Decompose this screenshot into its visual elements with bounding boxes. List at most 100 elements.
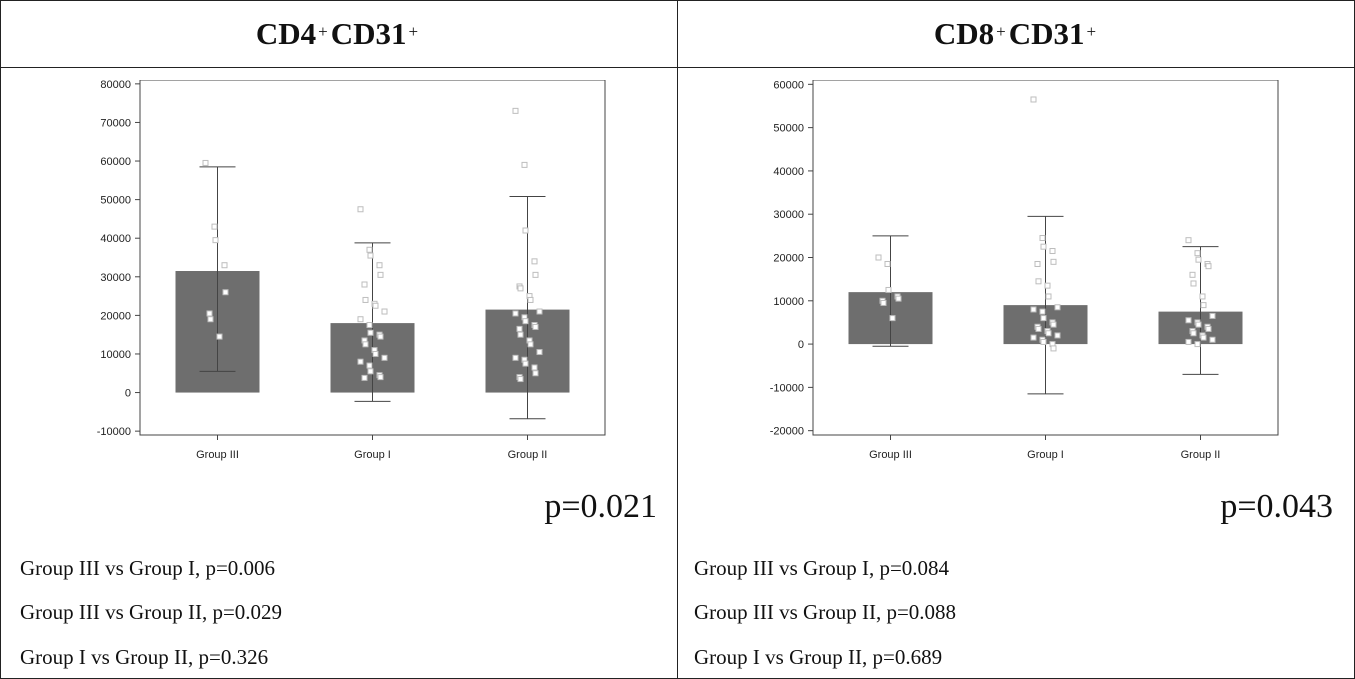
y-tick-label: 80000	[100, 80, 131, 91]
chart-cd8-cd31: 60000 50000 40000 30000 20000 10000 0 -10000 -20…	[770, 80, 1279, 461]
y-tick-label: 70000	[100, 117, 131, 129]
data-point	[516, 325, 523, 332]
x-tick-label: Group I	[354, 449, 391, 461]
data-point	[362, 341, 369, 348]
data-point	[372, 350, 379, 357]
y-tick-label: 10000	[773, 296, 804, 308]
y-tick-label: 40000	[100, 233, 131, 245]
data-point	[1054, 332, 1061, 339]
y-tick-label: 60000	[100, 156, 131, 168]
data-point	[875, 254, 882, 261]
data-point	[1040, 243, 1047, 250]
x-tick-label: Group I	[1027, 449, 1064, 461]
data-point	[1185, 338, 1192, 345]
data-point	[381, 354, 388, 361]
data-point	[212, 237, 219, 244]
overall-p-value: p=0.043	[1220, 488, 1333, 525]
data-point	[1050, 345, 1057, 352]
data-point	[1049, 248, 1056, 255]
chart-cd4-cd31: 80000 70000 60000 50000 40000 30000 20000 10000…	[97, 80, 606, 461]
y-tick-label: 10000	[100, 349, 131, 361]
data-point	[532, 370, 539, 377]
data-point	[1030, 96, 1037, 103]
data-point	[377, 271, 384, 278]
y-tick-label: 20000	[100, 310, 131, 322]
data-point	[532, 323, 539, 330]
data-point	[366, 322, 373, 329]
data-point	[367, 252, 374, 259]
data-point	[531, 364, 538, 371]
title-marker-a-sup: +	[318, 21, 328, 41]
data-point	[1054, 304, 1061, 311]
data-point	[376, 262, 383, 269]
y-tick-label: 30000	[773, 209, 804, 221]
data-point	[1190, 280, 1197, 287]
data-point	[532, 271, 539, 278]
comparison-text: Group III vs Group I, p=0.006	[20, 556, 276, 580]
comparison-text: Group III vs Group II, p=0.088	[694, 600, 957, 624]
y-tick-label: 40000	[773, 166, 804, 178]
data-point	[367, 368, 374, 375]
data-point	[517, 331, 524, 338]
table-column-divider	[677, 0, 678, 679]
x-tick-label: Group II	[1181, 449, 1221, 461]
header-cd8-cd31: CD8 + CD31 +	[678, 0, 1355, 67]
data-point	[521, 161, 528, 168]
overall-p-value: p=0.021	[544, 488, 657, 525]
data-point	[527, 341, 534, 348]
y-tick-label: 20000	[773, 253, 804, 265]
data-point	[522, 227, 529, 234]
data-point	[1205, 263, 1212, 270]
data-point	[1205, 325, 1212, 332]
data-point	[377, 374, 384, 381]
data-point	[1035, 325, 1042, 332]
data-point	[357, 358, 364, 365]
table-header-divider	[0, 67, 1355, 68]
title-marker-a-sup: +	[996, 21, 1006, 41]
y-tick-label: 50000	[100, 195, 131, 207]
data-point	[522, 360, 529, 367]
data-point	[221, 262, 228, 269]
data-point	[207, 316, 214, 323]
data-point	[522, 318, 529, 325]
y-tick-label: -10000	[97, 426, 131, 438]
data-point	[1209, 312, 1216, 319]
data-point	[512, 107, 519, 114]
comparison-text: Group III vs Group II, p=0.029	[20, 600, 283, 624]
data-point	[1195, 321, 1202, 328]
data-point	[206, 310, 213, 317]
title-marker-b-sup: +	[1086, 21, 1097, 41]
data-point	[211, 223, 218, 230]
data-point	[1194, 341, 1201, 348]
data-point	[367, 329, 374, 336]
data-point	[884, 260, 891, 267]
y-tick-label: -20000	[770, 426, 804, 438]
data-point	[885, 286, 892, 293]
data-point	[361, 374, 368, 381]
data-point	[1040, 338, 1047, 345]
data-point	[1200, 302, 1207, 309]
y-tick-label: -10000	[770, 382, 804, 394]
data-point	[1209, 336, 1216, 343]
y-tick-label: 60000	[773, 80, 804, 91]
data-point	[1039, 308, 1046, 315]
data-point	[1050, 321, 1057, 328]
data-point	[357, 206, 364, 213]
title-marker-a: CD8	[933, 15, 995, 51]
data-point	[366, 246, 373, 253]
data-point	[1034, 260, 1041, 267]
title-marker-b: CD31	[330, 15, 407, 51]
data-point	[1035, 278, 1042, 285]
x-tick-label: Group III	[869, 449, 912, 461]
header-cd4-cd31: CD4 + CD31 +	[0, 0, 677, 67]
data-point	[1030, 306, 1037, 313]
y-tick-label: 50000	[773, 123, 804, 135]
comparison-text: Group I vs Group II, p=0.689	[694, 645, 943, 669]
data-point	[517, 285, 524, 292]
data-point	[512, 310, 519, 317]
data-point	[216, 333, 223, 340]
title-marker-b-sup: +	[408, 21, 419, 41]
data-point	[895, 295, 902, 302]
data-point	[366, 362, 373, 369]
data-point	[377, 333, 384, 340]
